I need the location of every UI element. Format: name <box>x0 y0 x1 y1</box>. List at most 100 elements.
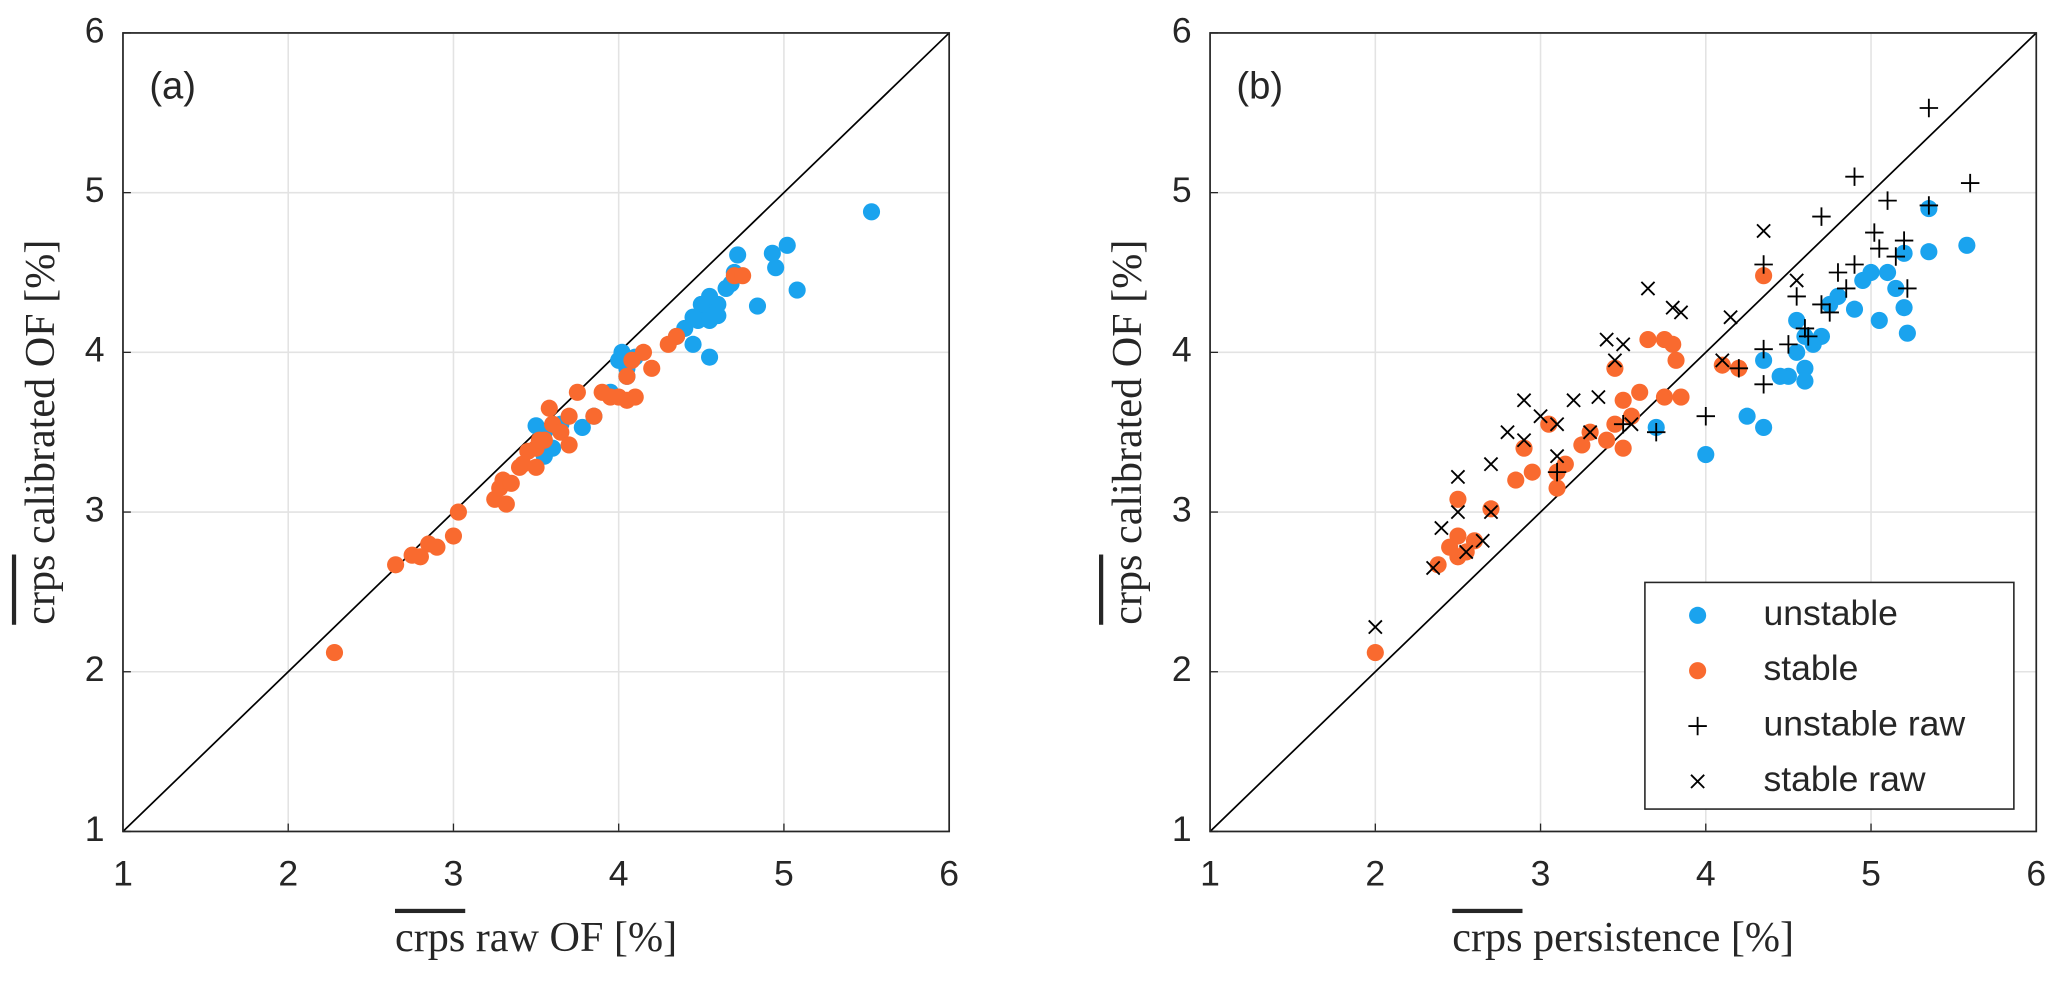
dot <box>428 538 446 556</box>
dot <box>1598 431 1616 449</box>
cross-marker <box>1483 504 1499 520</box>
cross-marker <box>1715 353 1730 368</box>
label-text: calibrated OF [%] <box>1104 240 1151 544</box>
cross-marker <box>1516 432 1532 448</box>
dot <box>527 458 545 476</box>
x-axis-label: crps raw OF [%] <box>395 914 677 961</box>
dot <box>634 343 653 361</box>
dot <box>788 281 806 299</box>
dot <box>1449 527 1467 545</box>
y-axis-label: crps calibrated OF [%] <box>17 240 64 625</box>
dot <box>1755 351 1773 369</box>
dot <box>1449 490 1467 508</box>
y-tick-label: 2 <box>85 649 105 689</box>
dot <box>527 417 545 435</box>
dot <box>540 399 558 417</box>
label-text: calibrated OF [%] <box>17 240 64 544</box>
cross-marker <box>1673 305 1689 320</box>
dot <box>1898 324 1916 342</box>
dot <box>1622 407 1640 425</box>
dot <box>1664 335 1682 353</box>
plus-marker <box>1795 319 1815 338</box>
dot <box>734 267 752 285</box>
cross-marker <box>1690 774 1705 789</box>
cross-marker <box>1549 416 1565 432</box>
cross-marker <box>1450 469 1466 485</box>
dot <box>1738 407 1756 425</box>
dot <box>1689 606 1707 624</box>
cross-marker <box>1483 456 1499 472</box>
dot <box>1614 391 1632 409</box>
dot <box>502 474 520 492</box>
cross-marker <box>1516 393 1532 408</box>
dot <box>1862 263 1880 282</box>
dot <box>1870 311 1888 329</box>
dot <box>1713 356 1731 374</box>
plus-marker <box>1754 375 1773 394</box>
dot <box>643 359 661 377</box>
cross-marker <box>1500 424 1515 440</box>
x-tick-label: 3 <box>444 854 464 894</box>
legend-label: unstable <box>1764 593 1898 633</box>
dot <box>1639 331 1657 349</box>
dot <box>530 431 548 449</box>
dot <box>1804 335 1822 353</box>
plus-marker <box>1787 287 1806 306</box>
dot <box>1631 383 1649 401</box>
cross-marker <box>1591 389 1606 405</box>
label-symbol: crps <box>1452 914 1522 961</box>
dot <box>763 244 781 262</box>
dot <box>778 236 796 254</box>
cross-marker <box>1425 560 1441 576</box>
dot <box>610 351 628 369</box>
cross-marker <box>1607 353 1623 368</box>
x-tick-label: 6 <box>939 854 959 894</box>
plus-marker <box>1646 422 1666 442</box>
plus-marker <box>1613 414 1633 434</box>
x-tick-label: 5 <box>774 854 794 894</box>
label-text: raw OF [%] <box>476 914 677 961</box>
dot <box>552 423 570 441</box>
dot <box>568 383 586 401</box>
x-tick-label: 4 <box>609 854 629 894</box>
plus-marker <box>1919 196 1939 215</box>
dot <box>1796 372 1814 390</box>
cross-marker <box>1475 533 1490 549</box>
y-axis-label: crps calibrated OF [%] <box>1104 240 1151 625</box>
dot <box>1697 445 1715 464</box>
dot <box>1788 311 1806 329</box>
plus-marker <box>1870 239 1889 258</box>
y-tick-label: 6 <box>1172 10 1192 50</box>
dot <box>1548 479 1566 497</box>
cross-marker <box>1599 332 1614 347</box>
dot <box>1878 263 1897 282</box>
dot <box>729 246 747 264</box>
dot <box>387 556 405 574</box>
y-tick-label: 5 <box>85 170 105 210</box>
x-tick-label: 6 <box>2026 854 2046 894</box>
x-tick-label: 5 <box>1861 854 1881 894</box>
dot <box>1482 500 1500 518</box>
y-tick-label: 4 <box>85 330 105 370</box>
legend-label: stable raw <box>1764 759 1926 799</box>
cross-marker <box>1566 393 1581 408</box>
plus-marker <box>1812 295 1831 314</box>
cross-marker <box>1756 223 1771 239</box>
dot <box>1672 388 1690 406</box>
dot <box>618 367 636 385</box>
cross-marker <box>1533 408 1548 424</box>
dot <box>1788 343 1806 361</box>
label-symbol: crps <box>1104 555 1151 625</box>
dot <box>1755 267 1773 285</box>
axes-box <box>122 32 951 833</box>
y-tick-label: 6 <box>85 10 105 50</box>
y-tick-label: 1 <box>1172 809 1192 849</box>
dot <box>692 295 710 314</box>
plus-marker <box>1547 462 1567 482</box>
label-symbol: crps <box>17 555 64 625</box>
plus-marker <box>1919 98 1939 118</box>
label-symbol: crps <box>395 914 465 961</box>
dot <box>1887 279 1905 298</box>
plus-marker <box>1779 335 1798 354</box>
